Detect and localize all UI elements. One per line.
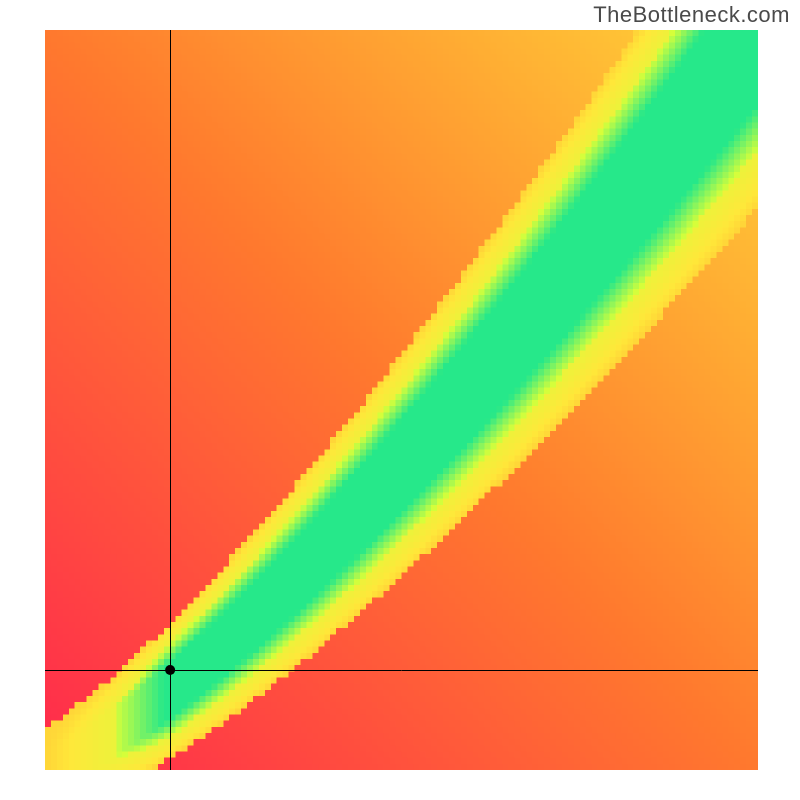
crosshair-overlay: [45, 30, 758, 770]
chart-container: TheBottleneck.com: [0, 0, 800, 800]
attribution-label: TheBottleneck.com: [593, 2, 790, 28]
